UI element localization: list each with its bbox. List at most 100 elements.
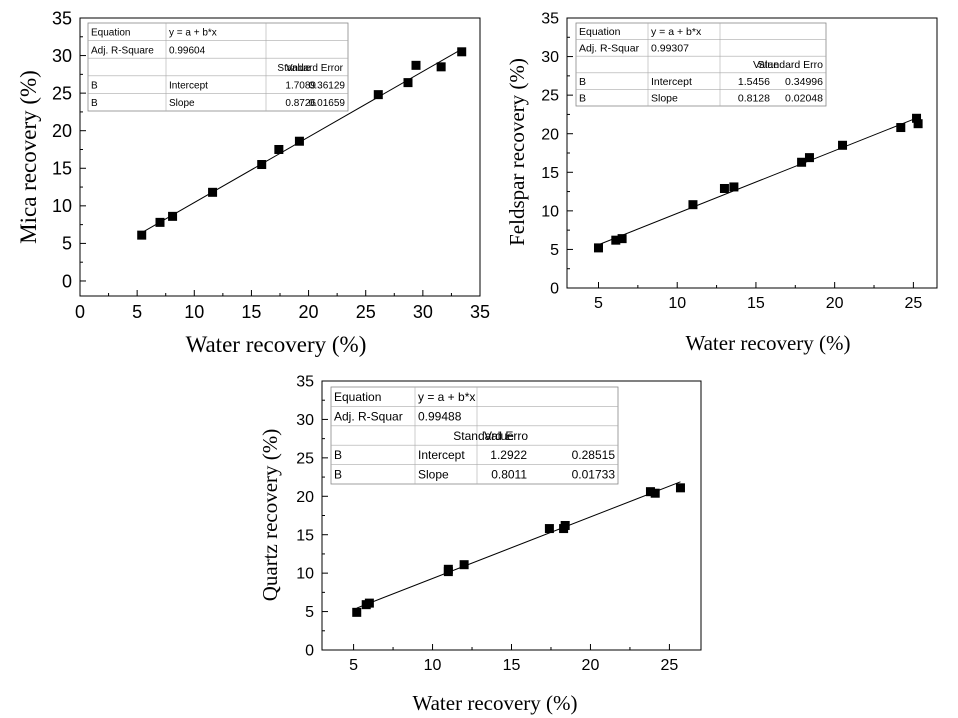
quartz-stats-cell: Intercept [418, 448, 465, 462]
mica-x-tick-label: 10 [184, 302, 204, 322]
mica-x-axis-title: Water recovery (%) [186, 332, 367, 357]
quartz-y-tick-label: 25 [296, 450, 314, 467]
feldspar-stats-cell: 0.02048 [785, 92, 823, 104]
feldspar-data-point [797, 157, 807, 167]
quartz-stats-box [330, 386, 619, 485]
feldspar-data-point [719, 183, 729, 193]
feldspar-stats-cell: 0.99307 [651, 43, 689, 55]
quartz-x-ticks: 5 10 15 20 25 [349, 644, 678, 674]
feldspar-data-point [838, 140, 848, 150]
mica-stats-cell: Standard Error [277, 63, 343, 74]
quartz-stats-table: Equation y = a + b*x Adj. R-Squar 0.99488 Va… [330, 386, 619, 485]
quartz-stats-cell: Standard Erro [453, 429, 528, 443]
mica-x-tick-label: 30 [413, 302, 433, 322]
feldspar-stats-cell: y = a + b*x [651, 26, 702, 38]
feldspar-data-point [912, 113, 922, 123]
mica-stats-table: Equation y = a + b*x Adj. R-Square 0.99604 V… [87, 22, 349, 112]
quartz-stats-cell: 0.28515 [572, 448, 616, 462]
feldspar-x-tick-label: 5 [594, 295, 603, 312]
mica-x-tick-label: 5 [132, 302, 142, 322]
mica-y-ticks: 0 5 10 15 20 25 30 35 [52, 8, 86, 291]
mica-y-tick-label: 10 [52, 196, 72, 216]
quartz-y-tick-label: 30 [296, 412, 314, 429]
quartz-data-point [675, 483, 685, 493]
feldspar-y-tick-label: 10 [541, 203, 559, 220]
mica-stats-cell: Slope [169, 98, 195, 109]
feldspar-y-tick-label: 30 [541, 49, 559, 66]
mica-data-point [274, 144, 284, 154]
quartz-y-axis-title: Quartz recovery (%) [258, 429, 282, 602]
mica-stats-box [87, 22, 349, 112]
quartz-y-tick-label: 5 [305, 604, 314, 621]
mica-x-tick-label: 15 [241, 302, 261, 322]
mica-stats-cell: Equation [91, 28, 130, 39]
mica-x-tick-label: 25 [356, 302, 376, 322]
mica-data-point [257, 160, 267, 170]
feldspar-stats-cell: 0.34996 [785, 76, 823, 88]
feldspar-y-tick-label: 15 [541, 165, 559, 182]
quartz-data-point [364, 598, 374, 608]
feldspar-data-point [913, 119, 923, 129]
mica-y-tick-label: 20 [52, 121, 72, 141]
feldspar-x-tick-label: 20 [826, 295, 844, 312]
feldspar-y-ticks: 0 5 10 15 20 25 30 35 [541, 11, 573, 298]
quartz-stats-cell: B [334, 468, 342, 482]
feldspar-stats-cell: Standard Erro [758, 59, 824, 71]
feldspar-y-tick-label: 20 [541, 126, 559, 143]
mica-x-tick-label: 20 [299, 302, 319, 322]
feldspar-stats-cell: B [579, 92, 586, 104]
quartz-y-tick-label: 35 [296, 374, 314, 391]
feldspar-fit-line [598, 116, 919, 246]
feldspar-stats-cell: 1.5456 [738, 76, 770, 88]
quartz-x-tick-label: 10 [424, 657, 442, 674]
mica-stats-cell: 0.01659 [309, 98, 346, 109]
feldspar-x-tick-label: 10 [668, 295, 686, 312]
mica-stats-cell: 0.99604 [169, 45, 206, 56]
mica-data-point [137, 230, 147, 240]
feldspar-y-tick-label: 35 [541, 11, 559, 28]
quartz-data-point [650, 488, 660, 498]
quartz-data-point [544, 524, 554, 534]
mica-x-tick-label: 35 [470, 302, 490, 322]
mica-data-point [436, 62, 446, 72]
feldspar-x-ticks: 5 10 15 20 25 [594, 282, 922, 312]
quartz-y-tick-label: 15 [296, 527, 314, 544]
mica-x-ticks: 0 5 10 15 20 25 30 35 [75, 290, 490, 322]
feldspar-stats-cell: B [579, 76, 586, 88]
mica-data-point [457, 47, 467, 57]
mica-x-tick-label: 0 [75, 302, 85, 322]
mica-stats-cell: Intercept [169, 80, 208, 91]
mica-data-point [155, 217, 165, 227]
quartz-y-tick-label: 0 [305, 643, 314, 660]
feldspar-stats-cell: Value [753, 59, 779, 71]
quartz-y-tick-label: 20 [296, 489, 314, 506]
feldspar-x-tick-label: 25 [904, 295, 922, 312]
mica-stats-cell: B [91, 80, 98, 91]
quartz-y-tick-label: 10 [296, 566, 314, 583]
quartz-data-point [459, 560, 469, 570]
mica-data-point [168, 211, 178, 221]
feldspar-stats-cell: Slope [651, 92, 678, 104]
quartz-data-point [560, 520, 570, 530]
quartz-stats-cell: Equation [334, 390, 381, 404]
mica-y-tick-label: 15 [52, 159, 72, 179]
feldspar-stats-table: Equation y = a + b*x Adj. R-Squar 0.99307 Va… [575, 22, 827, 107]
mica-panel: 0 5 10 15 20 25 30 35 0 5 10 15 20 25 30 35 Equation y … [16, 8, 490, 357]
mica-stats-cell: B [91, 98, 98, 109]
quartz-y-ticks: 0 5 10 15 20 25 30 35 [296, 374, 328, 660]
quartz-stats-cell: 0.8011 [491, 468, 527, 482]
feldspar-stats-cell: Intercept [651, 76, 692, 88]
mica-data-point [403, 78, 413, 88]
quartz-stats-cell: Adj. R-Squar [334, 409, 403, 423]
mica-data-point [373, 90, 383, 100]
quartz-stats-cell: Value [484, 429, 514, 443]
quartz-data-point [443, 564, 453, 574]
mica-stats-cell: Value [286, 63, 311, 74]
feldspar-data-point [896, 123, 906, 133]
mica-data-point [208, 187, 218, 197]
quartz-stats-cell: y = a + b*x [418, 390, 475, 404]
mica-data-point [411, 60, 421, 70]
feldspar-data-point [617, 234, 627, 244]
feldspar-y-axis-title: Feldspar recovery (%) [505, 58, 529, 246]
feldspar-data-point [804, 153, 814, 163]
